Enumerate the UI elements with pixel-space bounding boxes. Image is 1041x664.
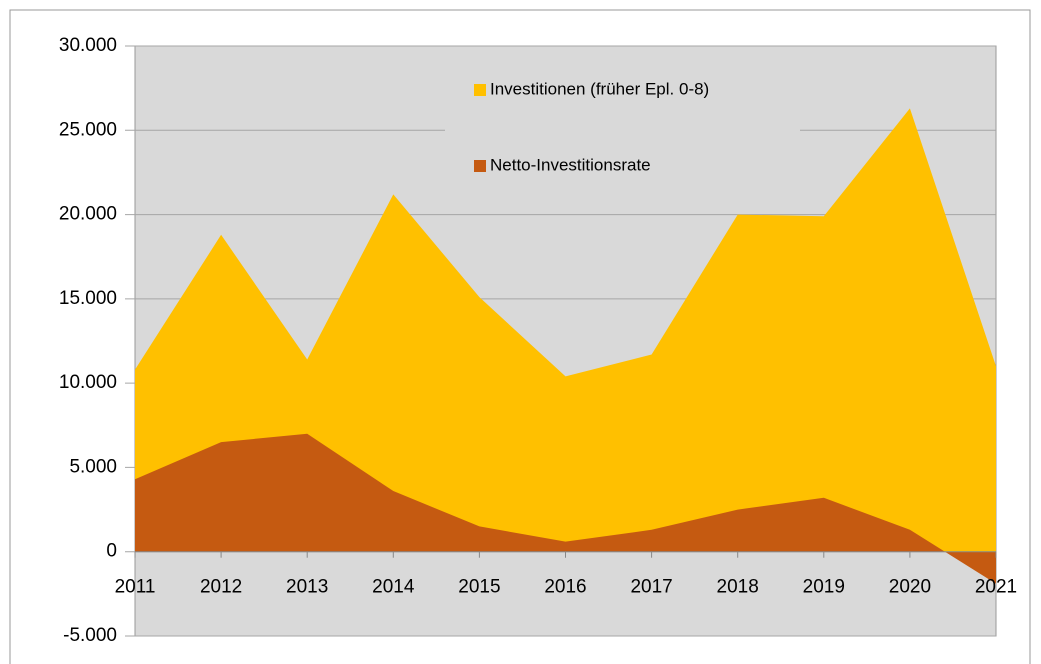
x-tick-label: 2011 bbox=[115, 577, 156, 598]
legend-box bbox=[445, 70, 800, 190]
x-tick-label: 2012 bbox=[200, 577, 242, 598]
x-tick-label: 2014 bbox=[372, 577, 415, 598]
y-tick-label: 20.000 bbox=[59, 204, 117, 225]
area bbox=[135, 108, 996, 552]
x-tick-label: 2017 bbox=[630, 577, 672, 598]
y-tick-label: 10.000 bbox=[59, 372, 117, 393]
y-tick-label: -5.000 bbox=[63, 625, 117, 646]
y-tick-label: 25.000 bbox=[59, 119, 117, 140]
y-tick-label: 5.000 bbox=[69, 456, 117, 477]
x-tick-label: 2018 bbox=[717, 577, 759, 598]
legend-swatch bbox=[474, 160, 486, 172]
x-tick-label: 2015 bbox=[458, 577, 500, 598]
y-tick-label: 30.000 bbox=[59, 35, 117, 56]
area bbox=[135, 433, 996, 584]
legend-swatch bbox=[474, 84, 486, 96]
x-tick-label: 2021 bbox=[975, 577, 1017, 598]
x-tick-label: 2016 bbox=[544, 577, 586, 598]
y-tick-label: 0 bbox=[106, 541, 117, 562]
x-tick-label: 2020 bbox=[889, 577, 931, 598]
y-tick-label: 15.000 bbox=[59, 288, 117, 309]
legend-label: Investitionen (früher Epl. 0-8) bbox=[490, 79, 709, 98]
legend-label: Netto-Investitionsrate bbox=[490, 155, 651, 174]
x-tick-label: 2013 bbox=[286, 577, 328, 598]
x-tick-label: 2019 bbox=[803, 577, 845, 598]
